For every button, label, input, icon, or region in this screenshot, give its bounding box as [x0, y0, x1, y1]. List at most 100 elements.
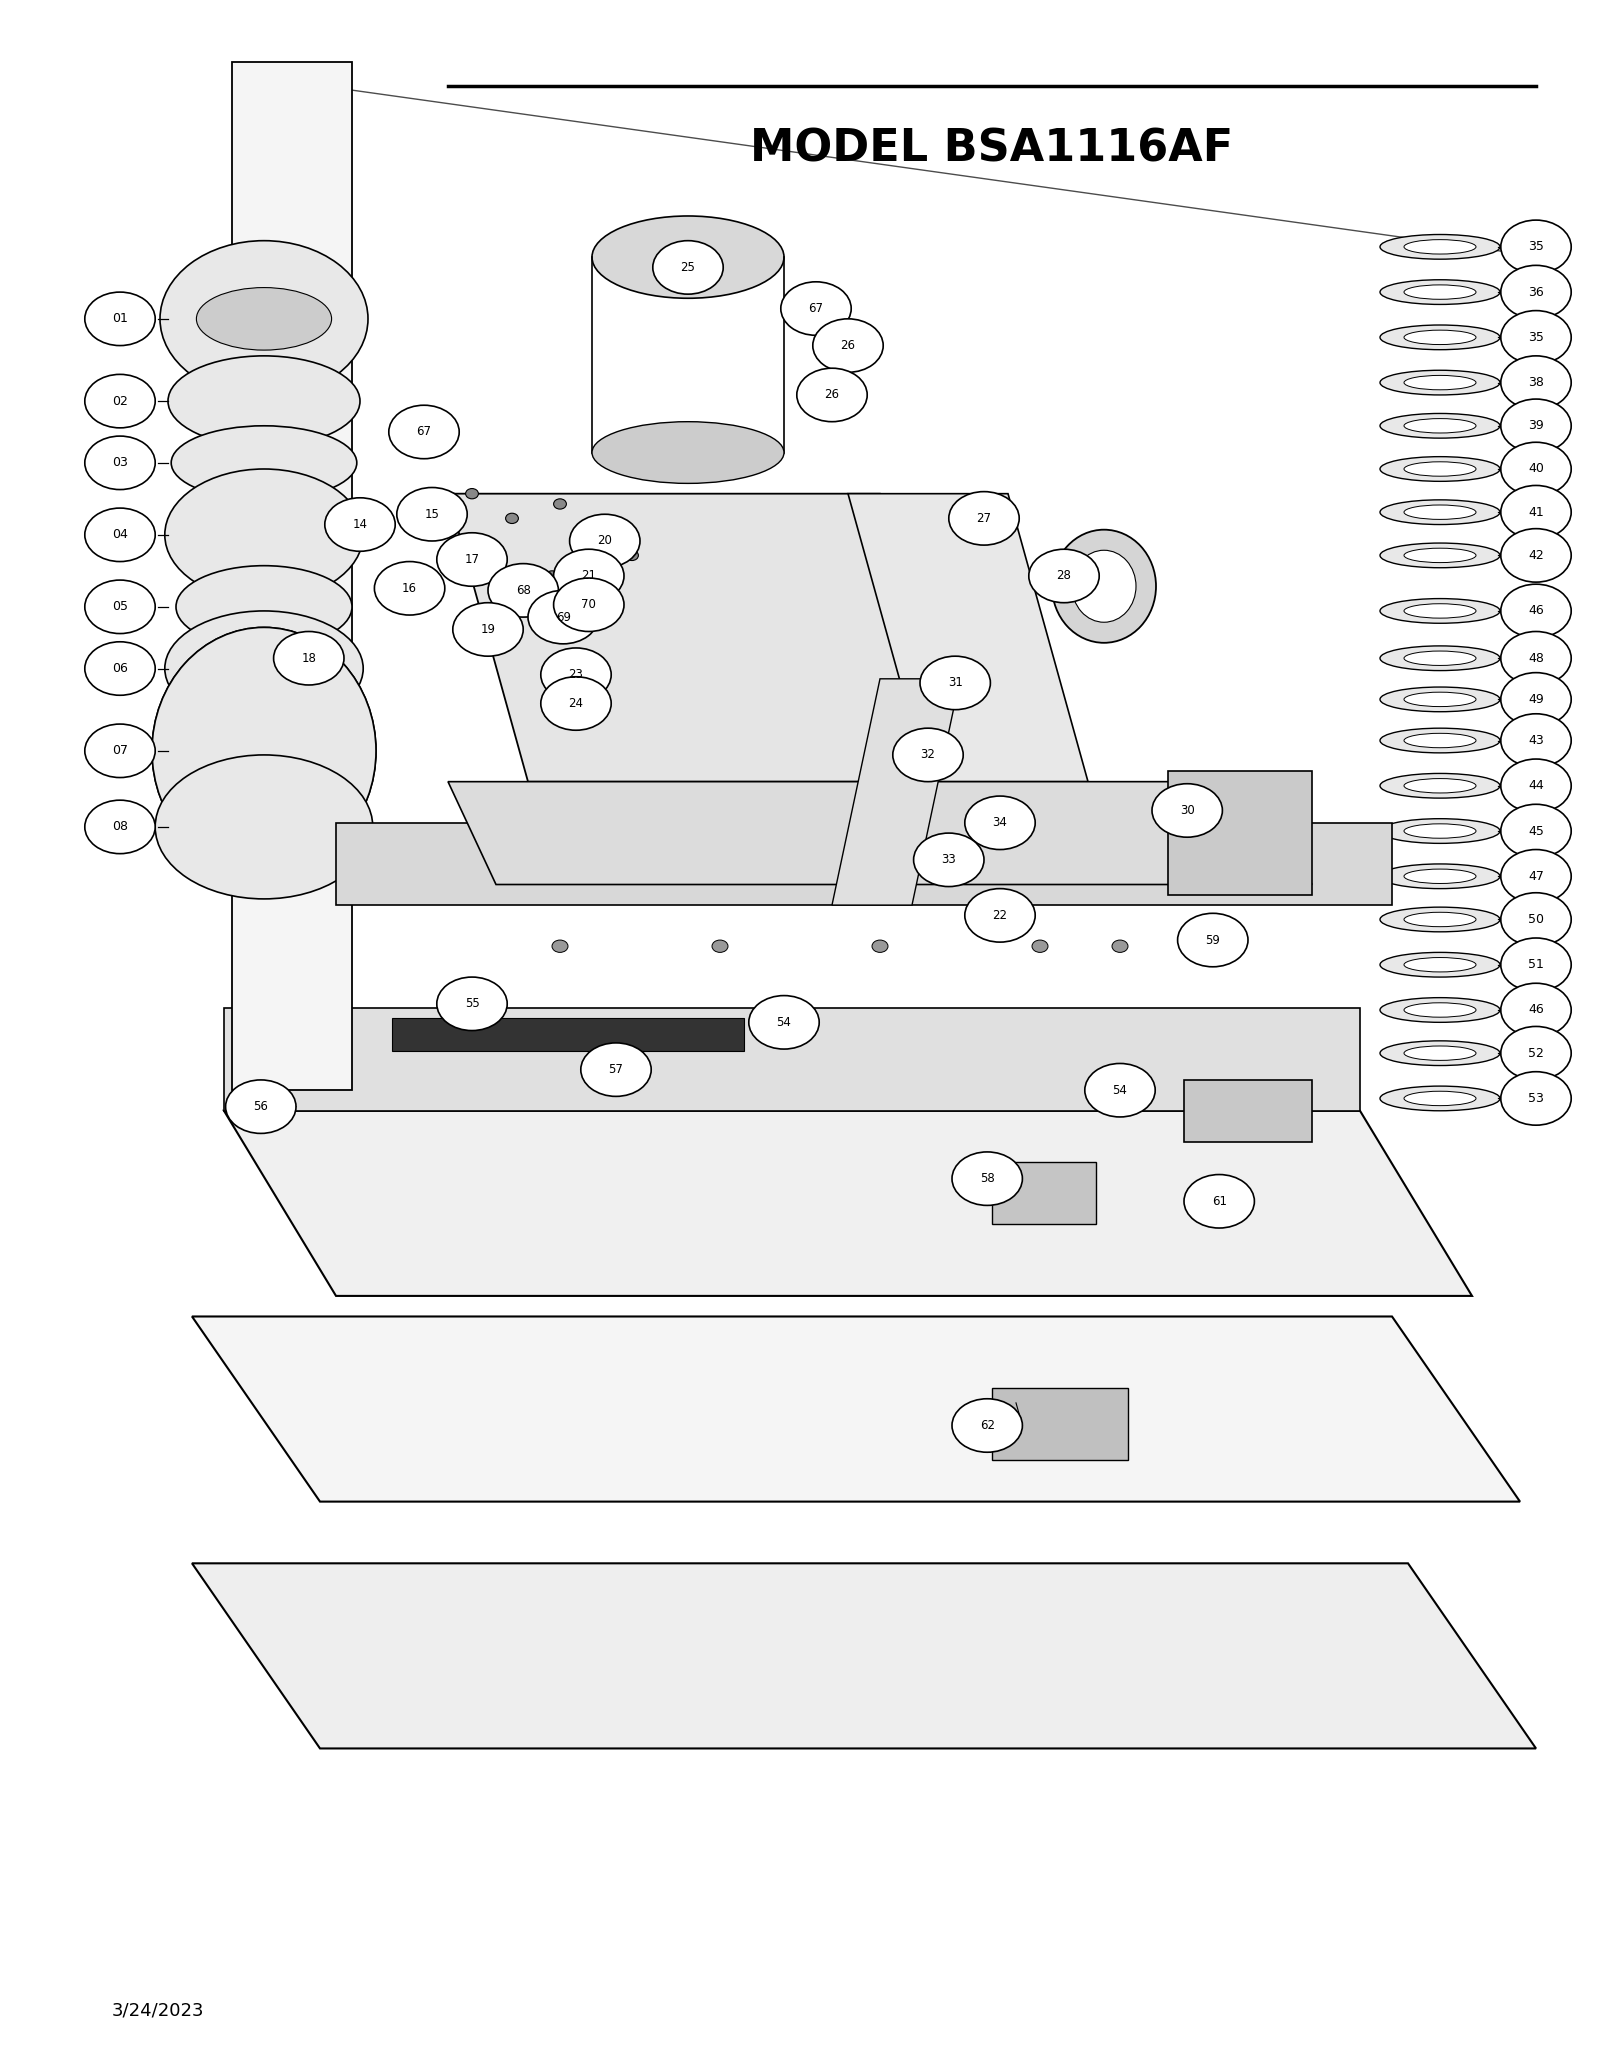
Ellipse shape	[176, 566, 352, 648]
Text: 15: 15	[424, 508, 440, 520]
Ellipse shape	[781, 282, 851, 335]
Ellipse shape	[1405, 331, 1475, 346]
Text: 02: 02	[112, 395, 128, 407]
Ellipse shape	[197, 288, 331, 350]
Text: 17: 17	[464, 553, 480, 566]
Text: 26: 26	[840, 339, 856, 352]
Ellipse shape	[1405, 376, 1475, 391]
Ellipse shape	[653, 241, 723, 294]
Ellipse shape	[1379, 280, 1501, 304]
Text: 07: 07	[112, 745, 128, 757]
Ellipse shape	[1085, 1063, 1155, 1117]
Ellipse shape	[374, 562, 445, 615]
Ellipse shape	[165, 611, 363, 726]
Text: 21: 21	[581, 570, 597, 582]
Ellipse shape	[437, 977, 507, 1031]
Polygon shape	[336, 823, 1392, 905]
Ellipse shape	[85, 374, 155, 428]
Ellipse shape	[1405, 780, 1475, 794]
Text: 35: 35	[1528, 241, 1544, 253]
Ellipse shape	[554, 549, 624, 603]
Ellipse shape	[1379, 646, 1501, 671]
Polygon shape	[1168, 771, 1312, 895]
Ellipse shape	[1405, 734, 1475, 747]
Text: 30: 30	[1179, 804, 1195, 817]
Text: 14: 14	[352, 518, 368, 531]
Ellipse shape	[437, 533, 507, 586]
Text: 57: 57	[608, 1063, 624, 1076]
Text: 18: 18	[301, 652, 317, 664]
Ellipse shape	[1405, 605, 1475, 617]
Ellipse shape	[1112, 940, 1128, 952]
Text: 16: 16	[402, 582, 418, 594]
Text: 39: 39	[1528, 420, 1544, 432]
Ellipse shape	[1405, 959, 1475, 971]
Ellipse shape	[965, 889, 1035, 942]
Ellipse shape	[1405, 420, 1475, 434]
Ellipse shape	[592, 216, 784, 298]
Ellipse shape	[1379, 998, 1501, 1022]
Text: 3/24/2023: 3/24/2023	[112, 2001, 205, 2020]
Ellipse shape	[1379, 728, 1501, 753]
Ellipse shape	[1405, 825, 1475, 839]
Polygon shape	[832, 679, 960, 905]
Ellipse shape	[1379, 952, 1501, 977]
Text: 58: 58	[979, 1172, 995, 1185]
Ellipse shape	[813, 319, 883, 372]
Ellipse shape	[397, 488, 467, 541]
Ellipse shape	[85, 724, 155, 778]
Text: 56: 56	[253, 1100, 269, 1113]
Ellipse shape	[602, 520, 614, 531]
Text: 67: 67	[416, 426, 432, 438]
Ellipse shape	[1501, 1072, 1571, 1125]
Polygon shape	[192, 1563, 1536, 1748]
Polygon shape	[224, 1111, 1472, 1296]
Ellipse shape	[1053, 531, 1155, 644]
Text: 32: 32	[920, 749, 936, 761]
Ellipse shape	[920, 656, 990, 710]
Ellipse shape	[155, 755, 373, 899]
Text: 28: 28	[1056, 570, 1072, 582]
Text: 52: 52	[1528, 1047, 1544, 1059]
Text: 03: 03	[112, 457, 128, 469]
Ellipse shape	[541, 648, 611, 701]
Ellipse shape	[85, 642, 155, 695]
Text: 68: 68	[515, 584, 531, 597]
Ellipse shape	[325, 498, 395, 551]
Polygon shape	[448, 782, 1312, 885]
Ellipse shape	[168, 356, 360, 446]
Text: 35: 35	[1528, 331, 1544, 344]
Ellipse shape	[1379, 773, 1501, 798]
Ellipse shape	[893, 728, 963, 782]
Ellipse shape	[171, 426, 357, 500]
Text: 04: 04	[112, 529, 128, 541]
Ellipse shape	[85, 292, 155, 346]
Text: MODEL BSA1116AF: MODEL BSA1116AF	[750, 128, 1234, 171]
Ellipse shape	[1405, 650, 1475, 666]
Text: 44: 44	[1528, 780, 1544, 792]
Ellipse shape	[488, 564, 558, 617]
Ellipse shape	[1405, 286, 1475, 300]
Text: 20: 20	[597, 535, 613, 547]
Text: 27: 27	[976, 512, 992, 525]
Ellipse shape	[1501, 938, 1571, 991]
Ellipse shape	[1501, 983, 1571, 1037]
Ellipse shape	[552, 940, 568, 952]
Text: 41: 41	[1528, 506, 1544, 518]
Ellipse shape	[274, 631, 344, 685]
Ellipse shape	[1501, 485, 1571, 539]
Ellipse shape	[626, 551, 638, 562]
Ellipse shape	[1379, 1086, 1501, 1111]
Ellipse shape	[949, 492, 1019, 545]
Ellipse shape	[1405, 1004, 1475, 1018]
Bar	[992, 1388, 1128, 1460]
Ellipse shape	[1501, 850, 1571, 903]
Ellipse shape	[1379, 370, 1501, 395]
Ellipse shape	[914, 833, 984, 887]
Ellipse shape	[1405, 1045, 1475, 1061]
Ellipse shape	[1379, 1041, 1501, 1066]
Ellipse shape	[797, 368, 867, 422]
Text: 31: 31	[947, 677, 963, 689]
Ellipse shape	[85, 436, 155, 490]
Text: 45: 45	[1528, 825, 1544, 837]
